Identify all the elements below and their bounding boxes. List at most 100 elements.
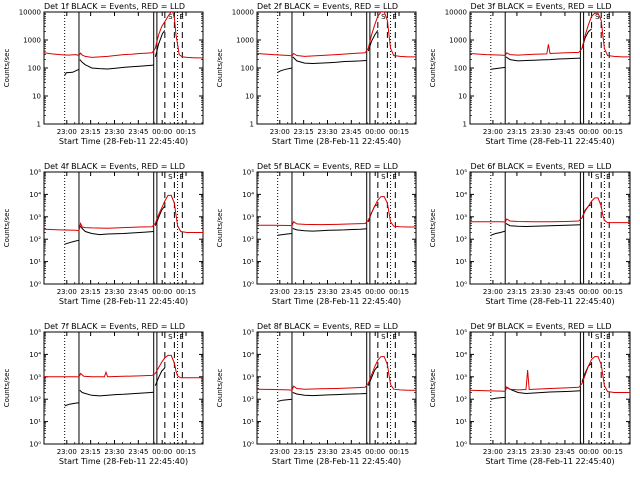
x-tick-label: 23:45 xyxy=(555,288,575,296)
x-tick-label: 00:00 xyxy=(365,448,385,456)
events-series-line xyxy=(490,66,506,70)
y-axis-label: Counts/sec xyxy=(216,209,224,248)
y-axis-label: Counts/sec xyxy=(3,209,11,248)
x-tick-label: 00:00 xyxy=(365,288,385,296)
x-tick-label: 23:00 xyxy=(57,128,77,136)
interval-flag-s: S xyxy=(168,333,173,341)
x-tick-label: 00:15 xyxy=(176,128,196,136)
y-tick-label: 1000 xyxy=(449,37,467,45)
x-axis-label: Start Time (28-Feb-11 22:45:40) xyxy=(59,137,188,146)
x-tick-label: 23:00 xyxy=(57,448,77,456)
plot-frame xyxy=(43,331,204,445)
chart-title: Det 2f BLACK = Events, RED = LLD xyxy=(257,2,398,11)
x-axis-label: Start Time (28-Feb-11 22:45:40) xyxy=(272,457,401,466)
x-tick-label: 23:15 xyxy=(81,448,101,456)
y-axis-label: Counts/sec xyxy=(216,49,224,88)
y-tick-label: 10³ xyxy=(455,213,467,221)
y-tick-label: 10⁰ xyxy=(455,441,467,449)
x-tick-label: 00:15 xyxy=(389,128,409,136)
chart-panel-9: Det 9f BLACK = Events, RED = LLD 10⁰ 10¹ 10… xyxy=(429,322,631,466)
interval-flag-s: S xyxy=(168,13,173,21)
lld-series-line xyxy=(257,196,416,228)
chart-title: Det 1f BLACK = Events, RED = LLD xyxy=(44,2,185,11)
y-tick-label: 10² xyxy=(455,236,467,244)
lld-series-line xyxy=(470,12,630,58)
events-series-line xyxy=(505,223,581,228)
y-tick-label: 10000 xyxy=(232,9,254,17)
lld-series-line xyxy=(470,197,630,224)
events-series-line xyxy=(79,59,154,70)
x-axis-label: Start Time (28-Feb-11 22:45:40) xyxy=(485,457,614,466)
events-series-line xyxy=(367,365,379,386)
plot-frame xyxy=(469,331,631,445)
x-tick-label: 23:45 xyxy=(128,288,148,296)
x-tick-label: 23:45 xyxy=(555,128,575,136)
interval-flag-e: E xyxy=(392,13,396,21)
lld-series-line xyxy=(44,12,203,59)
interval-flag-e: E xyxy=(392,333,396,341)
events-series-line xyxy=(154,30,166,58)
x-tick-label: 23:15 xyxy=(294,288,314,296)
y-tick-label: 1 xyxy=(37,121,41,129)
x-tick-label: 23:30 xyxy=(104,128,124,136)
plot-frame xyxy=(256,171,417,285)
interval-flag-s: S xyxy=(381,333,386,341)
y-tick-label: 10 xyxy=(458,93,467,101)
x-tick-label: 23:00 xyxy=(483,128,503,136)
y-tick-label: 10⁰ xyxy=(242,441,254,449)
y-tick-label: 10⁴ xyxy=(455,191,467,199)
y-tick-label: 10⁰ xyxy=(29,281,41,289)
y-tick-label: 100 xyxy=(454,65,467,73)
y-tick-label: 10³ xyxy=(455,373,467,381)
x-tick-label: 23:15 xyxy=(294,448,314,456)
y-tick-label: 10⁴ xyxy=(242,351,254,359)
lld-series-line xyxy=(44,354,203,379)
chart-panel-6: Det 6f BLACK = Events, RED = LLD 10⁰ 10¹ 10… xyxy=(429,162,631,306)
x-tick-label: 23:00 xyxy=(483,448,503,456)
chart-title: Det 7f BLACK = Events, RED = LLD xyxy=(44,322,185,331)
events-series-line xyxy=(490,396,506,400)
y-tick-label: 10⁵ xyxy=(29,169,41,177)
events-series-line xyxy=(64,402,80,407)
x-tick-label: 00:00 xyxy=(152,448,172,456)
y-tick-label: 1 xyxy=(250,121,254,129)
y-tick-label: 10⁵ xyxy=(455,169,467,177)
lld-series-line xyxy=(44,194,203,233)
chart-panel-8: Det 8f BLACK = Events, RED = LLD 10⁰ 10¹ 10… xyxy=(216,322,417,466)
y-tick-label: 10³ xyxy=(29,213,41,221)
y-tick-label: 10⁵ xyxy=(455,329,467,337)
events-series-line xyxy=(292,228,367,232)
events-series-line xyxy=(79,389,154,397)
x-tick-label: 23:30 xyxy=(531,448,551,456)
x-tick-label: 23:00 xyxy=(270,448,290,456)
events-series-line xyxy=(277,67,293,73)
y-tick-label: 10⁵ xyxy=(29,329,41,337)
y-tick-label: 10² xyxy=(455,396,467,404)
x-tick-label: 00:00 xyxy=(152,128,172,136)
y-tick-label: 10 xyxy=(245,93,254,101)
chart-panel-4: Det 4f BLACK = Events, RED = LLD 10⁰ 10¹ 10… xyxy=(3,162,204,306)
y-tick-label: 10⁰ xyxy=(242,281,254,289)
plot-frame xyxy=(469,11,631,125)
events-series-line xyxy=(64,68,80,76)
x-tick-label: 23:30 xyxy=(531,128,551,136)
x-axis-label: Start Time (28-Feb-11 22:45:40) xyxy=(485,297,614,306)
x-tick-label: 23:45 xyxy=(341,128,361,136)
x-tick-label: 23:30 xyxy=(104,448,124,456)
interval-flag-e: E xyxy=(179,333,183,341)
chart-panel-2: Det 2f BLACK = Events, RED = LLD 1 10 100 10… xyxy=(216,2,417,146)
x-tick-label: 23:15 xyxy=(507,288,527,296)
events-series-line xyxy=(154,367,166,386)
x-tick-label: 23:15 xyxy=(294,128,314,136)
y-tick-label: 10⁴ xyxy=(29,191,41,199)
y-axis-label: Counts/sec xyxy=(3,369,11,408)
events-series-line xyxy=(79,225,154,236)
lld-series-line xyxy=(470,356,630,393)
y-tick-label: 10¹ xyxy=(242,258,254,266)
interval-flag-s: S xyxy=(381,173,386,181)
events-series-line xyxy=(367,30,379,52)
interval-flag-s: S xyxy=(381,13,386,21)
chart-title: Det 5f BLACK = Events, RED = LLD xyxy=(257,162,398,171)
y-tick-label: 10² xyxy=(242,236,254,244)
